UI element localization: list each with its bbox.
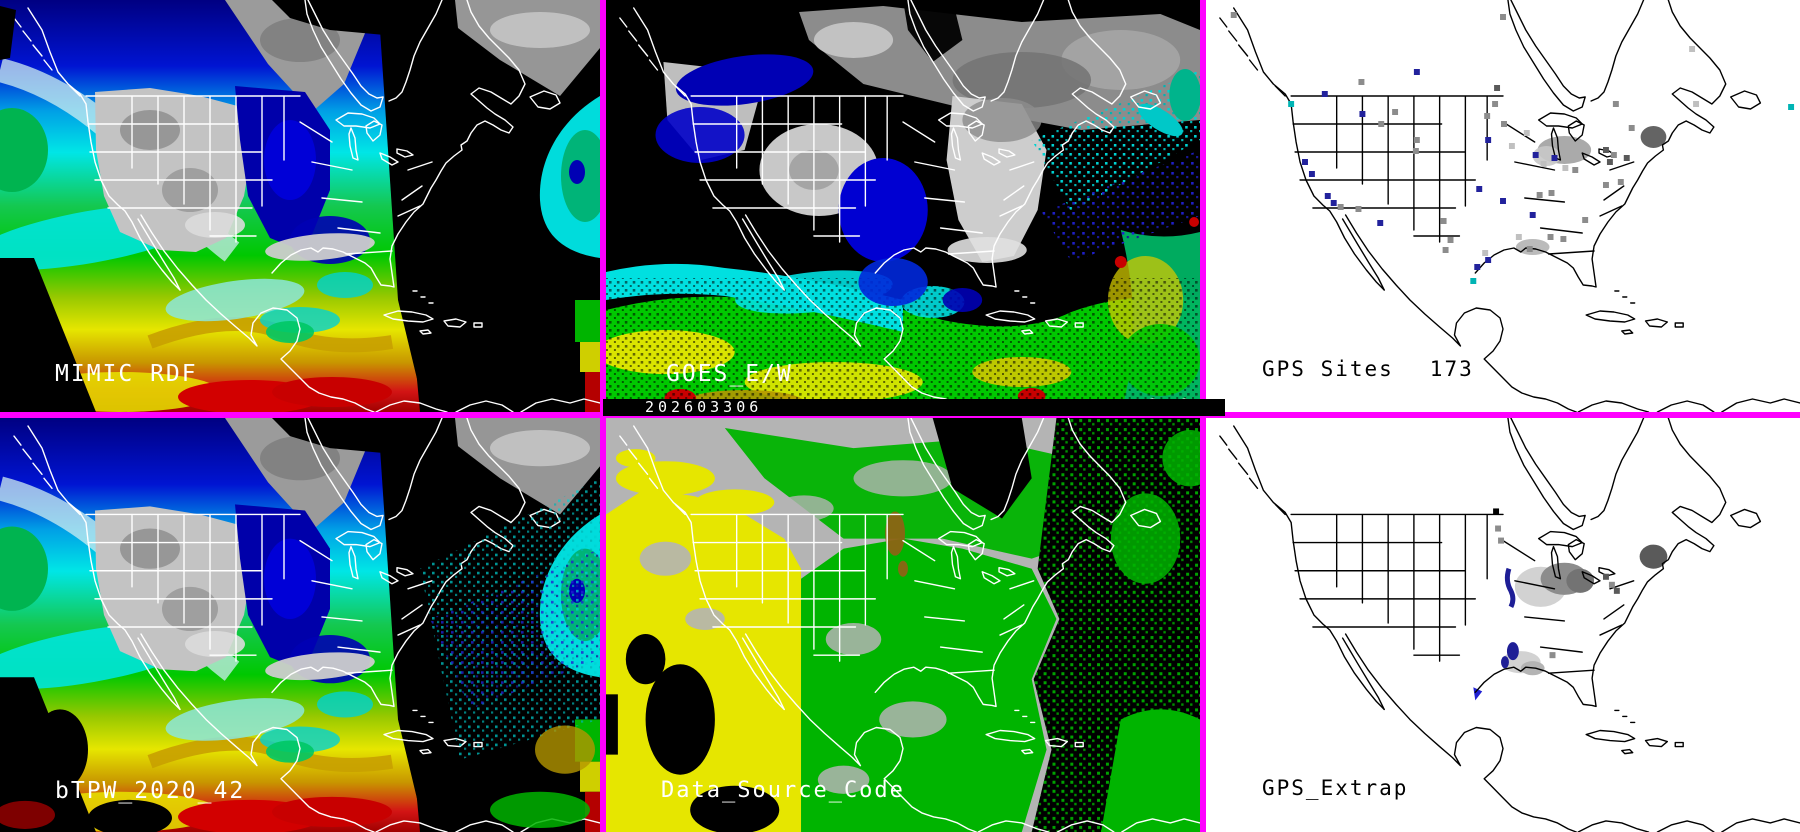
extrap-blue-mark-texas [1473, 687, 1483, 701]
gps-site-markers [1230, 12, 1795, 284]
extrap-square-markers [1493, 508, 1620, 659]
extrap-navy-mark-illinois [1504, 567, 1516, 609]
panel-gps-sites: GPS Sites 173 [1206, 0, 1800, 412]
extrap-region-vermont [1639, 544, 1668, 569]
panel-mimic-rdf: MIMIC RDF [0, 0, 600, 412]
gps-sites-map-image [1206, 0, 1800, 412]
mimic-rdf-map-image [0, 0, 600, 412]
data-source-code-map-image [606, 418, 1200, 832]
btpw-map-image [0, 418, 600, 832]
panel-btpw: bTPW_2020_42 [0, 418, 600, 832]
timestamp-bar: 202603306 [603, 399, 1225, 416]
panel-gps-extrap: GPS_Extrap [1206, 418, 1800, 832]
panel-goes-ew: GOES_E/W [606, 0, 1200, 412]
panel-data-source-code: Data_Source_Code [606, 418, 1200, 832]
vermont-site-cluster [1640, 126, 1667, 148]
timestamp-text: 202603306 [645, 398, 763, 416]
goes-ew-map-image [606, 0, 1200, 412]
gps-extrap-map-image [1206, 418, 1800, 832]
